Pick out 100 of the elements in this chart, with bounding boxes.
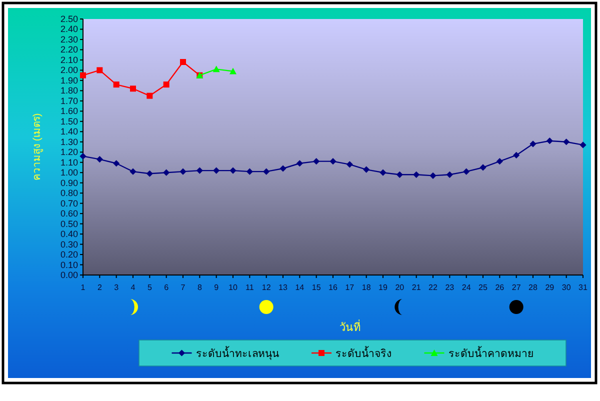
x-tick-label: 30 bbox=[562, 283, 572, 292]
x-tick-label: 25 bbox=[478, 283, 488, 292]
point bbox=[196, 167, 203, 174]
y-axis-title: ความสูง (เมตร) bbox=[32, 113, 43, 181]
x-tick-label: 31 bbox=[578, 283, 588, 292]
x-tick-label: 29 bbox=[545, 283, 555, 292]
x-tick-label: 13 bbox=[278, 283, 288, 292]
x-tick-label: 18 bbox=[362, 283, 372, 292]
point bbox=[96, 156, 103, 163]
point bbox=[480, 164, 486, 171]
y-tick-label: 2.50 bbox=[60, 14, 78, 24]
point bbox=[180, 59, 186, 66]
y-tick-label: 1.70 bbox=[60, 96, 78, 106]
y-tick-label: 1.40 bbox=[60, 126, 78, 137]
y-tick-label: 2.30 bbox=[60, 34, 78, 44]
y-tick-label: 1.60 bbox=[60, 106, 78, 116]
point bbox=[563, 138, 570, 146]
y-tick-label: 0.20 bbox=[60, 250, 78, 260]
y-tick-label: 0.00 bbox=[60, 270, 78, 280]
point bbox=[130, 86, 136, 92]
point bbox=[380, 169, 386, 176]
y-tick-label: 0.60 bbox=[60, 208, 78, 219]
y-tick-label: 0.50 bbox=[60, 218, 78, 229]
legend-label: ระดับน้ำทะเลหนุน bbox=[196, 346, 279, 360]
y-tick-label: 0.10 bbox=[60, 260, 78, 270]
y-tick-label: 0.40 bbox=[60, 229, 78, 240]
legend-label: ระดับน้ำจริง bbox=[336, 346, 392, 360]
point bbox=[80, 72, 86, 78]
x-tick-label: 6 bbox=[164, 283, 170, 292]
x-tick-label: 1 bbox=[80, 283, 86, 292]
y-tick-label: 1.90 bbox=[60, 75, 78, 86]
point bbox=[363, 166, 370, 173]
point bbox=[213, 167, 220, 174]
x-tick-label: 11 bbox=[246, 283, 254, 292]
x-tick-label: 7 bbox=[180, 283, 186, 292]
legend-label: ระดับน้ำคาดหมาย bbox=[448, 346, 534, 360]
x-tick-label: 16 bbox=[328, 283, 338, 292]
point bbox=[313, 158, 320, 165]
point bbox=[113, 160, 120, 167]
point bbox=[230, 167, 236, 174]
x-tick-label: 12 bbox=[262, 283, 272, 292]
point bbox=[413, 171, 420, 178]
point bbox=[496, 158, 503, 165]
x-tick-label: 27 bbox=[512, 283, 522, 292]
x-tick-label: 23 bbox=[445, 283, 455, 292]
x-tick-label: 15 bbox=[312, 283, 322, 292]
point bbox=[246, 168, 253, 175]
x-tick-label: 22 bbox=[428, 283, 438, 292]
point bbox=[346, 161, 353, 168]
point bbox=[212, 66, 220, 72]
x-tick-label: 8 bbox=[197, 283, 202, 292]
point bbox=[580, 142, 586, 148]
x-tick-label: 9 bbox=[214, 283, 220, 292]
x-tick-label: 10 bbox=[228, 283, 238, 292]
point bbox=[180, 168, 186, 175]
point bbox=[146, 92, 153, 99]
y-tick-label: 1.80 bbox=[60, 86, 78, 96]
point bbox=[163, 169, 170, 176]
y-tick-label: 0.70 bbox=[60, 198, 78, 208]
y-tick-label: 2.00 bbox=[60, 65, 78, 76]
y-tick-label: 0.30 bbox=[60, 239, 78, 250]
point bbox=[280, 165, 286, 172]
x-tick-label: 4 bbox=[130, 283, 136, 292]
point bbox=[513, 152, 520, 158]
point bbox=[230, 68, 236, 74]
y-tick-label: 0.80 bbox=[60, 188, 78, 198]
x-tick-label: 28 bbox=[528, 283, 538, 292]
point bbox=[130, 168, 136, 175]
y-tick-label: 0.90 bbox=[60, 178, 78, 188]
x-tick-label: 19 bbox=[378, 283, 388, 292]
point bbox=[546, 138, 553, 144]
x-tick-label: 5 bbox=[147, 283, 152, 292]
point bbox=[263, 168, 270, 175]
x-tick-label: 14 bbox=[295, 283, 305, 292]
point bbox=[430, 172, 436, 179]
x-tick-label: 21 bbox=[412, 283, 422, 292]
y-tick-label: 1.50 bbox=[60, 116, 78, 126]
point bbox=[113, 82, 120, 88]
y-tick-label: 2.40 bbox=[60, 24, 78, 34]
y-tick-label: 2.20 bbox=[60, 44, 78, 55]
x-tick-label: 24 bbox=[462, 283, 472, 292]
point bbox=[330, 158, 336, 165]
x-tick-label: 2 bbox=[97, 283, 102, 292]
point bbox=[446, 171, 453, 178]
point bbox=[530, 140, 536, 148]
y-tick-label: 1.00 bbox=[60, 168, 78, 178]
point bbox=[80, 152, 86, 160]
x-tick-label: 20 bbox=[395, 283, 405, 292]
x-axis-title: วันที่ bbox=[340, 319, 360, 334]
point bbox=[146, 170, 153, 177]
x-tick-label: 17 bbox=[345, 283, 355, 292]
y-tick-label: 2.10 bbox=[60, 54, 78, 65]
point bbox=[396, 171, 403, 178]
point bbox=[463, 168, 470, 175]
x-tick-label: 3 bbox=[114, 283, 120, 292]
point bbox=[96, 67, 103, 74]
x-tick-label: 26 bbox=[495, 283, 505, 292]
y-tick-label: 1.30 bbox=[60, 136, 78, 147]
y-tick-label: 1.20 bbox=[60, 147, 78, 158]
point bbox=[296, 160, 303, 167]
